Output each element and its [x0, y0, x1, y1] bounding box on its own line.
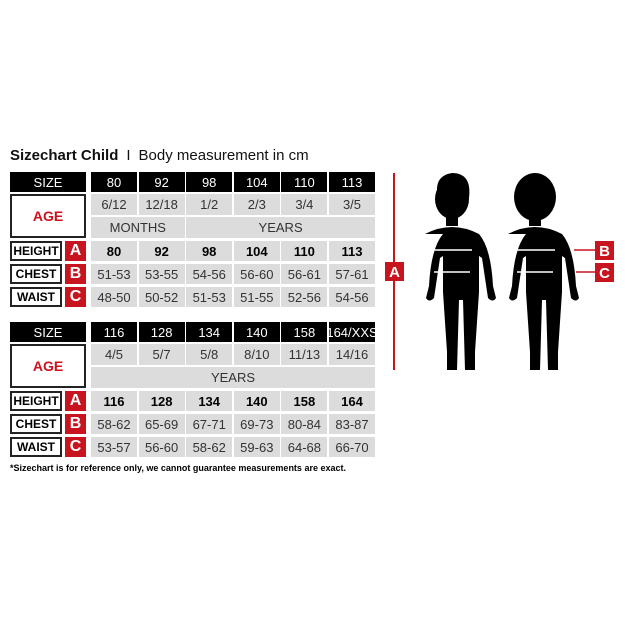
size-cell: 116 — [91, 322, 137, 342]
height-letter: A — [65, 391, 86, 411]
waist-label: WAIST — [10, 287, 62, 307]
age-cell: 1/2 — [186, 194, 233, 215]
height-cell: 134 — [186, 391, 233, 411]
size-cell: 104 — [233, 172, 280, 192]
age-cell: 8/10 — [233, 344, 280, 365]
waist-letter: C — [65, 287, 86, 307]
age-cell: 14/16 — [329, 344, 375, 365]
marker-c: C — [599, 265, 610, 282]
age-cell: 12/18 — [138, 194, 185, 215]
size-cell: 134 — [186, 322, 233, 342]
unit-years: YEARS — [186, 217, 375, 238]
chest-letter: B — [65, 264, 86, 284]
age-cell: 5/8 — [186, 344, 233, 365]
height-letter: A — [65, 241, 86, 261]
size-cell: 158 — [281, 322, 328, 342]
height-label: HEIGHT — [10, 241, 62, 261]
title-main: Sizechart Child — [10, 147, 119, 164]
height-cell: 128 — [138, 391, 185, 411]
size-header: SIZE — [10, 172, 86, 192]
chest-cell: 65-69 — [138, 414, 185, 434]
size-cell: 92 — [138, 172, 185, 192]
size-cell: 98 — [186, 172, 233, 192]
waist-cell: 51-53 — [186, 287, 233, 307]
height-cell: 116 — [91, 391, 137, 411]
age-cell: 6/12 — [91, 194, 137, 215]
waist-cell: 50-52 — [138, 287, 185, 307]
age-cell: 11/13 — [281, 344, 328, 365]
age-label: AGE — [10, 344, 86, 388]
marker-a: A — [389, 264, 400, 281]
chest-label: CHEST — [10, 414, 62, 434]
chest-cell: 57-61 — [329, 264, 375, 284]
waist-cell: 58-62 — [186, 437, 233, 457]
size-cell: 128 — [138, 322, 185, 342]
unit-months: MONTHS — [91, 217, 185, 238]
age-cell: 5/7 — [138, 344, 185, 365]
unit-years: YEARS — [91, 367, 375, 388]
size-cell: 80 — [91, 172, 137, 192]
waist-cell: 64-68 — [281, 437, 328, 457]
waist-cell: 51-55 — [233, 287, 280, 307]
footnote: *Sizechart is for reference only, we can… — [10, 463, 346, 473]
chest-cell: 58-62 — [91, 414, 137, 434]
chest-cell: 69-73 — [233, 414, 280, 434]
chest-cell: 67-71 — [186, 414, 233, 434]
girl-silhouette-icon — [508, 173, 579, 370]
height-label: HEIGHT — [10, 391, 62, 411]
chest-letter: B — [65, 414, 86, 434]
chest-cell: 80-84 — [281, 414, 328, 434]
waist-cell: 54-56 — [329, 287, 375, 307]
height-cell: 80 — [91, 241, 137, 261]
waist-cell: 56-60 — [138, 437, 185, 457]
chest-marker: B — [574, 241, 614, 260]
page-title: Sizechart Child I Body measurement in cm — [10, 147, 309, 164]
height-line: A — [385, 173, 404, 370]
waist-cell: 59-63 — [233, 437, 280, 457]
height-cell: 140 — [233, 391, 280, 411]
size-cell: 110 — [281, 172, 328, 192]
height-cell: 164 — [329, 391, 375, 411]
waist-cell: 52-56 — [281, 287, 328, 307]
waist-marker: C — [576, 263, 614, 282]
age-label: AGE — [10, 194, 86, 238]
marker-b: B — [599, 243, 610, 260]
chest-cell: 53-55 — [138, 264, 185, 284]
height-cell: 110 — [281, 241, 328, 261]
waist-label: WAIST — [10, 437, 62, 457]
age-cell: 3/4 — [281, 194, 328, 215]
chest-label: CHEST — [10, 264, 62, 284]
size-cell: 113 — [329, 172, 375, 192]
size-header: SIZE — [10, 322, 86, 342]
age-cell: 4/5 — [91, 344, 137, 365]
height-cell: 92 — [138, 241, 185, 261]
height-cell: 98 — [186, 241, 233, 261]
chest-cell: 51-53 — [91, 264, 137, 284]
size-cell: 140 — [233, 322, 280, 342]
age-cell: 3/5 — [329, 194, 375, 215]
title-separator: I — [126, 147, 131, 164]
waist-letter: C — [65, 437, 86, 457]
chest-cell: 54-56 — [186, 264, 233, 284]
waist-cell: 53-57 — [91, 437, 137, 457]
title-sub: Body measurement in cm — [138, 147, 309, 164]
chest-cell: 56-61 — [281, 264, 328, 284]
chest-cell: 56-60 — [233, 264, 280, 284]
height-cell: 158 — [281, 391, 328, 411]
size-cell: 164/XXS — [326, 322, 378, 342]
boy-silhouette-icon — [425, 173, 496, 370]
chest-cell: 83-87 — [329, 414, 375, 434]
waist-cell: 48-50 — [91, 287, 137, 307]
height-cell: 104 — [233, 241, 280, 261]
waist-cell: 66-70 — [329, 437, 375, 457]
age-cell: 2/3 — [233, 194, 280, 215]
height-cell: 113 — [329, 241, 375, 261]
